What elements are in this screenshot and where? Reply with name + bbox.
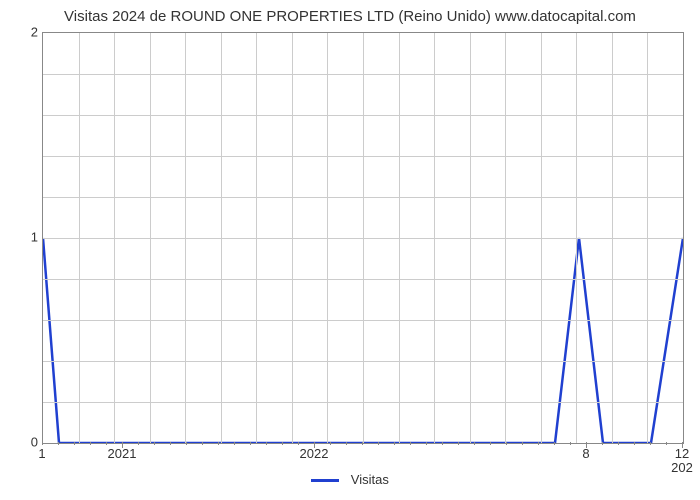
x-minor-tick [346, 442, 347, 445]
chart-title: Visitas 2024 de ROUND ONE PROPERTIES LTD… [0, 0, 700, 25]
x-minor-tick [538, 442, 539, 445]
grid-v [292, 33, 293, 443]
grid-v [150, 33, 151, 443]
grid-v [79, 33, 80, 443]
grid-v [221, 33, 222, 443]
grid-v [327, 33, 328, 443]
x-minor-tick [522, 442, 523, 445]
y-tick-label: 0 [31, 435, 38, 450]
grid-v [505, 33, 506, 443]
grid-v [114, 33, 115, 443]
x-minor-tick [106, 442, 107, 445]
x-tick-label: 1 [38, 446, 45, 461]
x-minor-tick [218, 442, 219, 445]
x-minor-tick [170, 442, 171, 445]
x-minor-tick [58, 442, 59, 445]
x-minor-tick [74, 442, 75, 445]
x-tick-label: 12 [675, 446, 689, 461]
x-minor-tick [362, 442, 363, 445]
x-minor-tick [138, 442, 139, 445]
x-minor-tick [330, 442, 331, 445]
x-minor-tick [554, 442, 555, 445]
grid-v [185, 33, 186, 443]
grid-v [470, 33, 471, 443]
x-minor-tick [394, 442, 395, 445]
y-tick-label: 1 [31, 230, 38, 245]
x-minor-tick [410, 442, 411, 445]
x-minor-tick [250, 442, 251, 445]
grid-v [434, 33, 435, 443]
x-tick-label: 2021 [108, 446, 137, 461]
grid-v [399, 33, 400, 443]
grid-v [647, 33, 648, 443]
x-minor-tick [90, 442, 91, 445]
x-tick-label: 8 [582, 446, 589, 461]
x-minor-tick [474, 442, 475, 445]
x-minor-tick [506, 442, 507, 445]
grid-v [541, 33, 542, 443]
x-tick-label: 202 [671, 460, 693, 475]
x-minor-tick [570, 442, 571, 445]
x-minor-tick [42, 442, 43, 445]
x-minor-tick [618, 442, 619, 445]
legend-swatch [311, 479, 339, 482]
x-minor-tick [266, 442, 267, 445]
x-minor-tick [442, 442, 443, 445]
legend-label: Visitas [351, 472, 389, 487]
x-minor-tick [666, 442, 667, 445]
x-minor-tick [458, 442, 459, 445]
x-minor-tick [186, 442, 187, 445]
x-minor-tick [602, 442, 603, 445]
x-minor-tick [650, 442, 651, 445]
x-minor-tick [282, 442, 283, 445]
y-tick-label: 2 [31, 25, 38, 40]
x-minor-tick [426, 442, 427, 445]
grid-v [363, 33, 364, 443]
chart-container: Visitas 2024 de ROUND ONE PROPERTIES LTD… [0, 0, 700, 500]
x-minor-tick [298, 442, 299, 445]
grid-v [576, 33, 577, 443]
x-minor-tick [234, 442, 235, 445]
x-minor-tick [378, 442, 379, 445]
grid-v [612, 33, 613, 443]
x-minor-tick [634, 442, 635, 445]
x-minor-tick [202, 442, 203, 445]
x-tick-label: 2022 [300, 446, 329, 461]
grid-v [256, 33, 257, 443]
x-minor-tick [154, 442, 155, 445]
x-minor-tick [490, 442, 491, 445]
plot-area [42, 32, 684, 444]
legend: Visitas [0, 472, 700, 487]
